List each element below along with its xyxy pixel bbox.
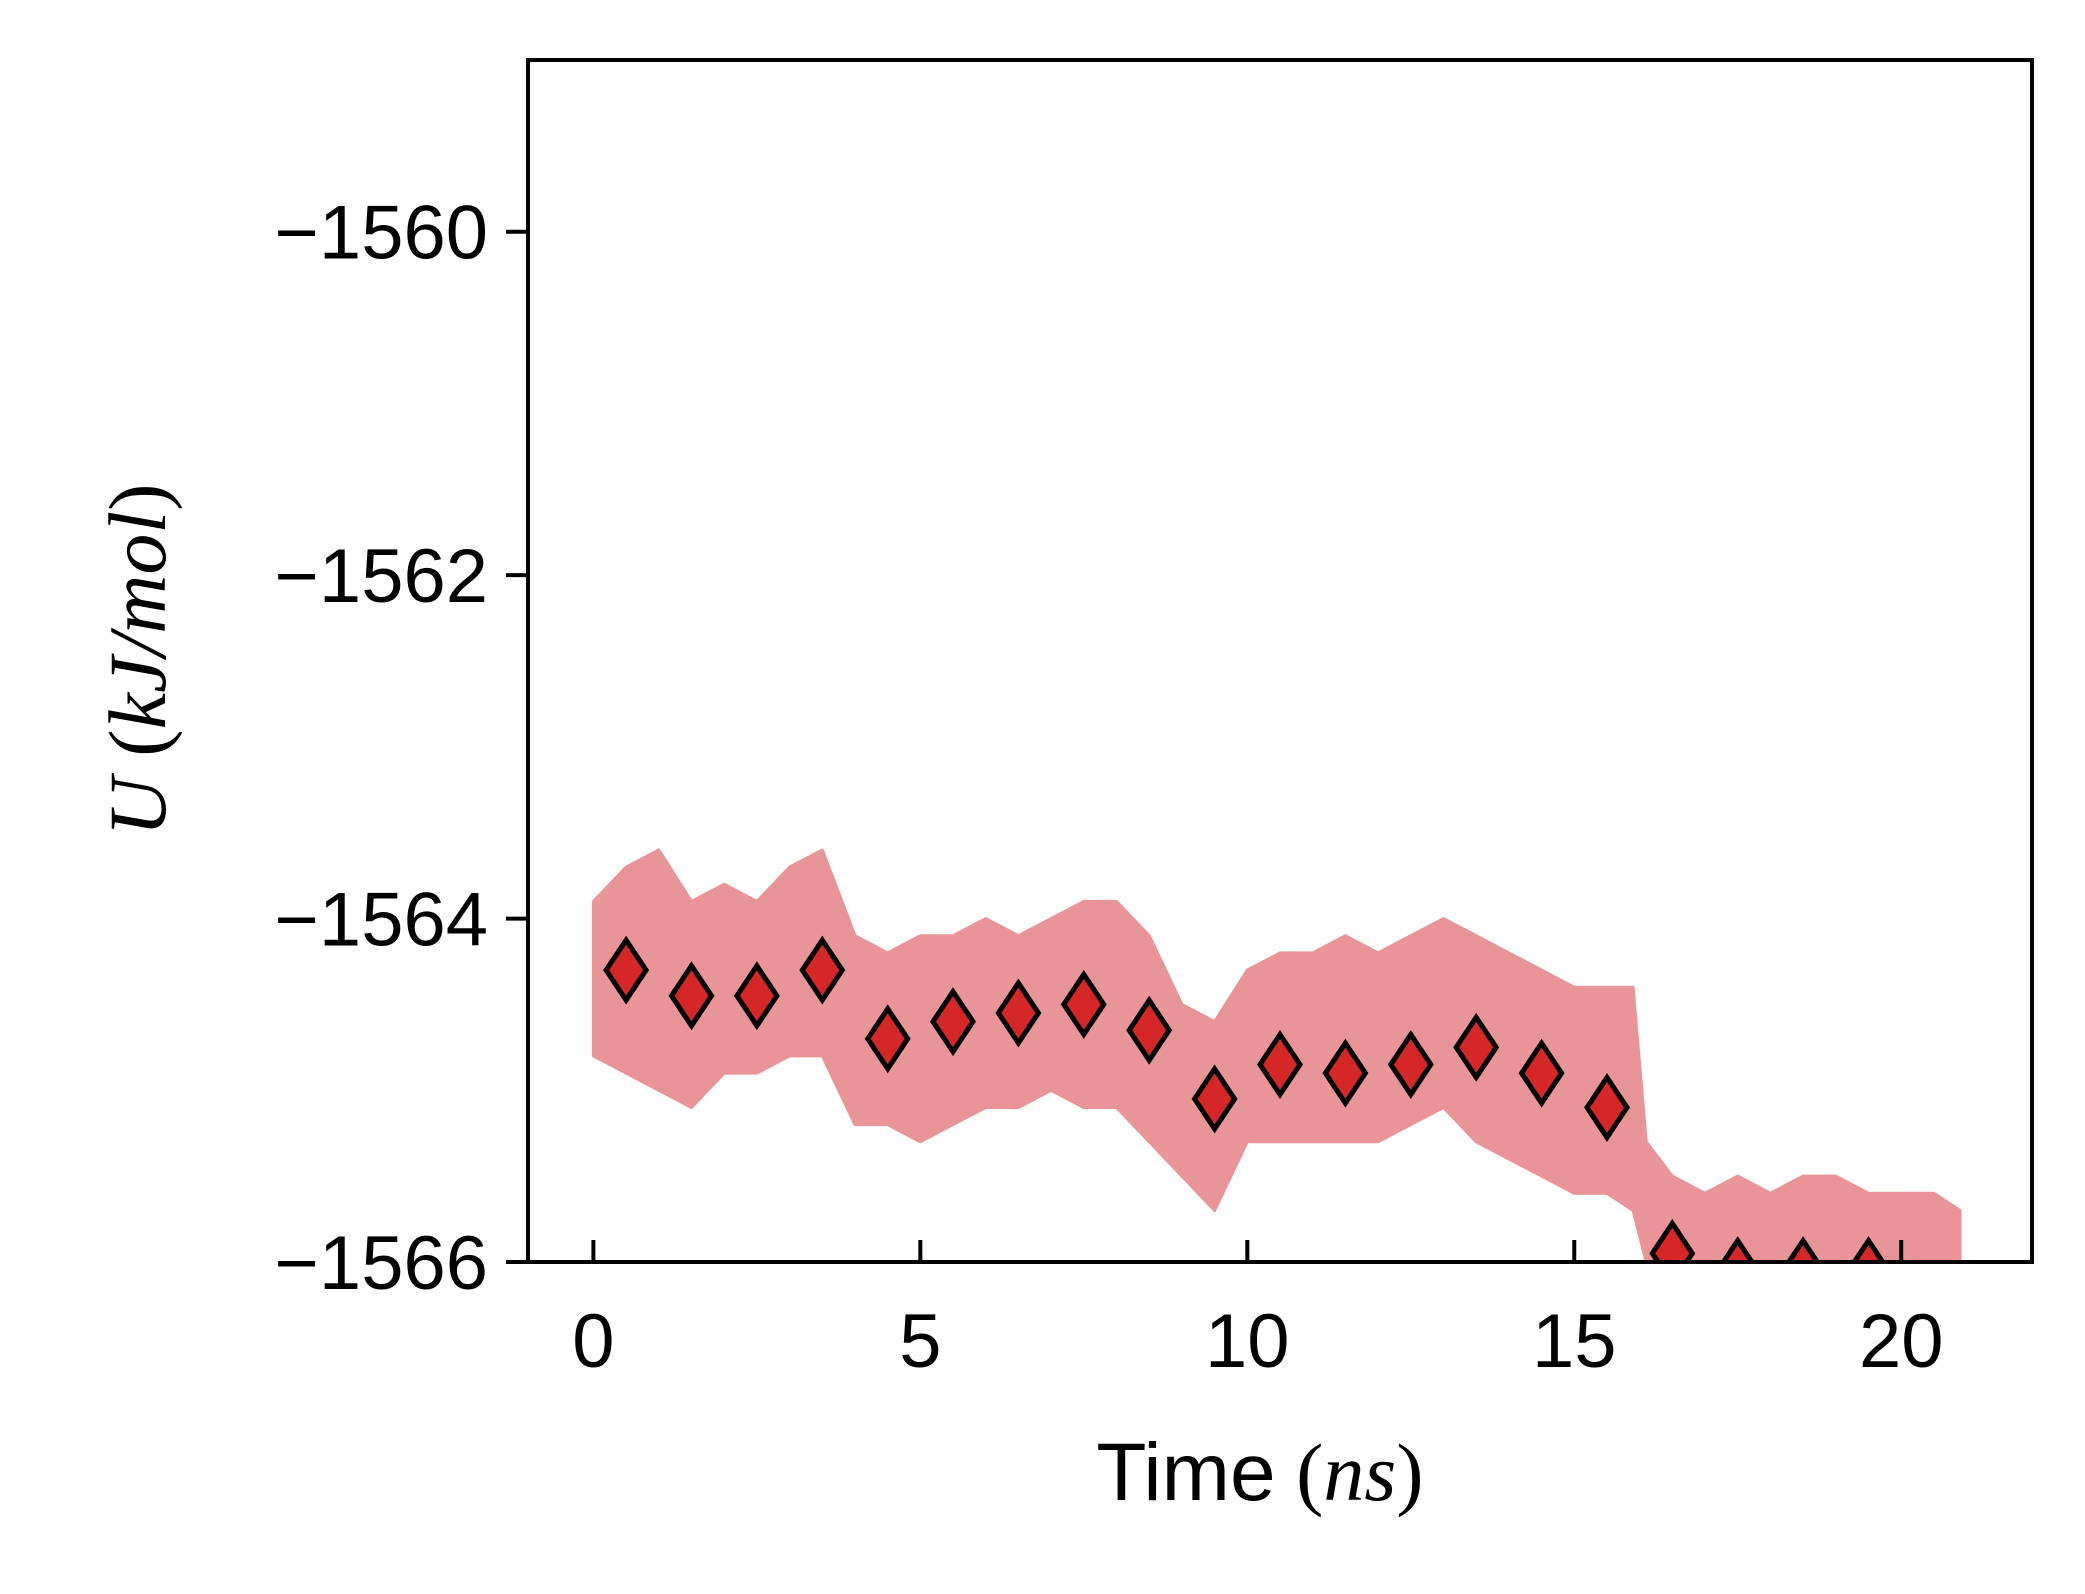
y-axis-ticks: −1566 −1564 −1562 −1560: [275, 191, 528, 1306]
x-tick-label: 10: [1205, 1299, 1290, 1384]
x-axis-label-open-paren: (: [1276, 1427, 1324, 1518]
x-axis-label-close-paren: ): [1396, 1427, 1423, 1518]
x-tick-label: 20: [1859, 1299, 1944, 1384]
data-marker: [1060, 969, 1107, 1039]
data-marker: [1256, 1029, 1304, 1100]
x-axis-label-unit: ns: [1323, 1427, 1396, 1518]
y-axis-label: U (kJ/mol): [92, 484, 183, 837]
y-axis-label-open-paren: (: [92, 729, 183, 777]
y-axis-label-symbol: U: [92, 772, 183, 836]
data-marker: [603, 935, 650, 1005]
data-marker: [929, 987, 977, 1057]
data-marker: [864, 1004, 911, 1074]
data-marker: [1191, 1064, 1238, 1134]
data-marker: [668, 961, 715, 1031]
y-axis-label-unit: kJ/mol: [92, 511, 183, 730]
x-axis-label-text: Time: [1096, 1427, 1275, 1518]
block-average-markers: [603, 935, 1886, 1262]
data-marker: [799, 935, 846, 1005]
data-marker: [1322, 1038, 1369, 1108]
y-tick-label: −1566: [275, 1221, 488, 1306]
y-tick-label: −1564: [275, 878, 488, 963]
data-marker: [1649, 1218, 1696, 1262]
data-marker: [733, 961, 780, 1031]
x-tick-label: 5: [899, 1299, 941, 1384]
data-marker: [1453, 1012, 1500, 1082]
plot-frame: [526, 58, 2034, 1264]
y-tick-label: −1562: [275, 534, 488, 619]
data-marker: [1518, 1038, 1565, 1108]
x-tick-label: 15: [1532, 1299, 1617, 1384]
data-marker: [1583, 1072, 1631, 1143]
data-marker: [1387, 1029, 1434, 1100]
x-tick-label: 0: [572, 1299, 614, 1384]
y-axis-label-close-paren: ): [92, 484, 183, 511]
data-marker: [1126, 995, 1173, 1065]
y-tick-label: −1560: [275, 191, 488, 276]
x-axis-ticks: 0 5 10 15 20: [572, 1240, 1943, 1384]
x-axis-label: Time (ns): [1096, 1427, 1423, 1518]
data-marker: [995, 978, 1042, 1048]
